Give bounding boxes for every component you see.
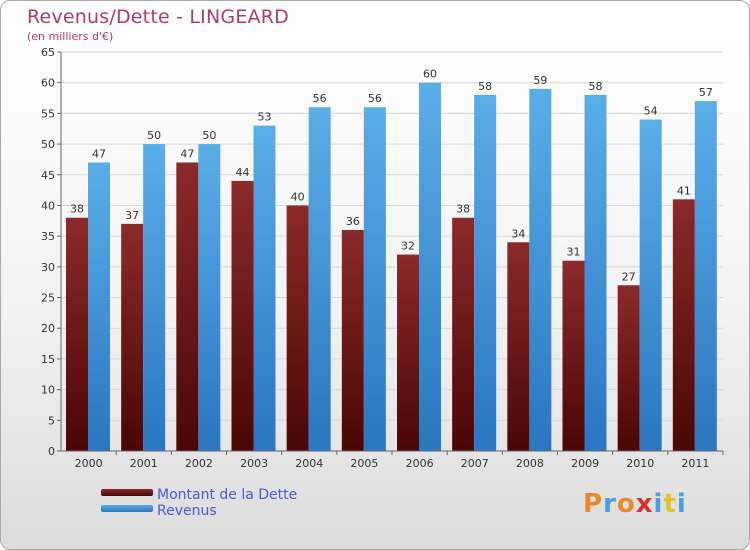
chart-title: Revenus/Dette - LINGEARD <box>27 6 289 28</box>
data-label-debt: 44 <box>236 166 250 179</box>
logo-letter: P <box>583 489 604 519</box>
x-tick-label: 2000 <box>75 457 103 470</box>
x-tick-label: 2008 <box>516 457 544 470</box>
y-tick-label: 30 <box>41 261 55 274</box>
bar-debt <box>397 254 419 451</box>
bar-revenus <box>694 101 717 451</box>
data-label-debt: 38 <box>70 203 84 216</box>
y-tick-label: 5 <box>48 414 55 427</box>
data-label-revenus: 57 <box>699 86 713 99</box>
x-tick-label: 2009 <box>571 457 599 470</box>
data-label-revenus: 50 <box>147 129 161 142</box>
y-tick-label: 45 <box>41 169 55 182</box>
proxiti-logo: Proxiti <box>583 489 687 519</box>
x-tick-label: 2002 <box>185 457 213 470</box>
y-tick-label: 60 <box>41 77 55 90</box>
data-label-debt: 37 <box>125 209 139 222</box>
bar-debt <box>507 242 530 451</box>
chart-subtitle: (en milliers d'€) <box>27 30 114 43</box>
logo-letter: i <box>653 489 664 519</box>
y-tick-label: 65 <box>41 46 55 59</box>
y-tick-label: 15 <box>41 353 55 366</box>
data-label-revenus: 58 <box>589 80 603 93</box>
bar-revenus <box>363 107 386 451</box>
y-tick-label: 35 <box>41 230 55 243</box>
bar-revenus <box>198 144 221 452</box>
bar-debt <box>672 199 695 451</box>
data-label-debt: 34 <box>511 227 525 240</box>
legend-label-revenus: Revenus <box>157 503 217 519</box>
data-label-debt: 40 <box>291 190 305 203</box>
bar-debt <box>341 230 364 451</box>
data-label-revenus: 59 <box>533 74 547 87</box>
x-tick-label: 2004 <box>295 457 323 470</box>
data-label-revenus: 56 <box>313 92 327 105</box>
bar-revenus <box>143 144 166 452</box>
y-tick-label: 55 <box>41 107 55 120</box>
x-tick-label: 2005 <box>350 457 378 470</box>
logo-letter: r <box>603 489 617 519</box>
logo-letter: i <box>676 489 687 519</box>
data-label-debt: 36 <box>346 215 360 228</box>
data-label-revenus: 47 <box>92 147 106 160</box>
bar-debt <box>231 180 254 451</box>
logo-letter: o <box>616 489 636 519</box>
bar-debt <box>176 162 199 451</box>
data-label-revenus: 53 <box>258 111 272 124</box>
data-label-revenus: 54 <box>644 105 658 118</box>
y-tick-label: 10 <box>41 384 55 397</box>
bar-revenus <box>253 125 276 452</box>
bar-debt <box>121 223 144 451</box>
data-label-revenus: 56 <box>368 92 382 105</box>
bar-revenus <box>639 119 662 452</box>
y-tick-label: 0 <box>48 445 55 458</box>
data-label-debt: 27 <box>622 270 636 283</box>
bar-debt <box>452 217 475 451</box>
data-label-revenus: 50 <box>202 129 216 142</box>
y-tick-label: 20 <box>41 322 55 335</box>
legend-swatch-revenus <box>101 505 153 512</box>
data-label-debt: 41 <box>677 184 691 197</box>
data-label-debt: 47 <box>180 147 194 160</box>
bar-revenus <box>419 82 441 451</box>
bar-debt <box>562 260 585 451</box>
y-tick-label: 25 <box>41 292 55 305</box>
bar-debt <box>286 205 309 451</box>
data-label-debt: 31 <box>567 246 581 259</box>
y-tick-label: 50 <box>41 138 55 151</box>
x-tick-label: 2007 <box>461 457 489 470</box>
data-label-debt: 38 <box>456 203 470 216</box>
data-label-revenus: 58 <box>478 80 492 93</box>
legend-swatch-debt <box>101 489 153 496</box>
bar-debt <box>66 217 88 451</box>
bar-revenus <box>474 94 497 451</box>
x-tick-label: 2011 <box>681 457 709 470</box>
y-tick-label: 40 <box>41 199 55 212</box>
bar-revenus <box>308 107 331 451</box>
logo-letter: t <box>663 489 677 519</box>
logo-letter: x <box>635 489 654 519</box>
data-label-debt: 32 <box>401 240 415 253</box>
x-tick-label: 2006 <box>406 457 434 470</box>
data-label-revenus: 60 <box>423 68 437 81</box>
bar-revenus <box>584 94 607 451</box>
bar-debt <box>617 285 640 451</box>
bar-revenus <box>88 162 110 451</box>
x-tick-label: 2003 <box>240 457 268 470</box>
legend-label-debt: Montant de la Dette <box>157 487 298 503</box>
x-tick-label: 2001 <box>130 457 158 470</box>
x-tick-label: 2010 <box>626 457 654 470</box>
bar-revenus <box>529 88 552 451</box>
